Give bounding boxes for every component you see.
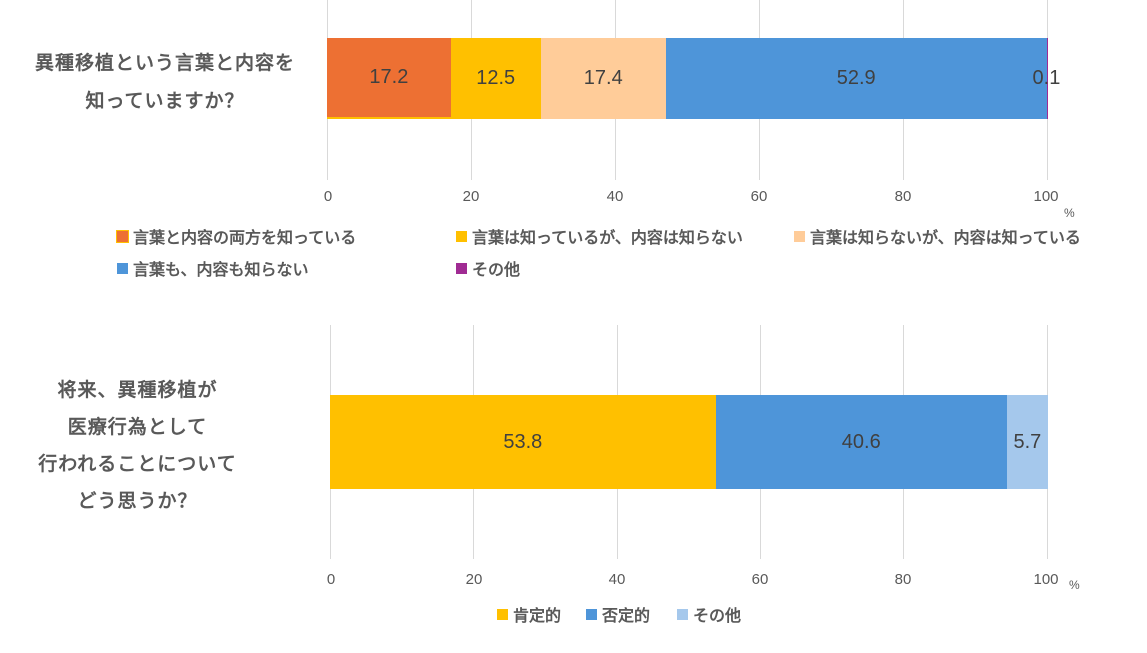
question-label: 将来、異種移植が 医療行為として 行われることについて どう思うか？ [0, 372, 275, 520]
legend-swatch-icon [456, 230, 467, 242]
bar-segment-neither: 52.9 [665, 38, 1047, 119]
x-tick: 60 [750, 188, 768, 205]
legend-swatch-icon [456, 262, 467, 274]
data-label: 17.4 [583, 67, 623, 89]
legend-label: 言葉は知らないが、内容は知っている [810, 228, 1081, 247]
bar-segment-positive: 53.8 [330, 395, 716, 489]
x-tick: 80 [894, 188, 912, 205]
legend-item: 言葉は知っているが、内容は知らない [456, 224, 743, 248]
stacked-bar: 53.8 40.6 5.7 [330, 395, 1048, 489]
x-tick: 20 [465, 571, 483, 588]
x-tick: 0 [323, 188, 333, 205]
bar-segment-other: 0.1 [1033, 38, 1060, 119]
legend-item: 言葉は知らないが、内容は知っている [794, 224, 1081, 248]
legend-item: 肯定的 [497, 602, 561, 626]
data-label: 12.5 [476, 67, 516, 89]
x-axis-unit: % [1069, 578, 1080, 592]
plot-area: 53.8 40.6 5.7 [330, 325, 1048, 559]
legend-label: 否定的 [602, 606, 651, 625]
question-line: 知っていますか？ [85, 90, 245, 112]
legend-item: その他 [456, 256, 520, 280]
question-line: 異種移植という言葉と内容を [34, 52, 295, 74]
legend-swatch-icon [116, 229, 129, 243]
legend-swatch-icon [794, 230, 805, 242]
x-tick: 0 [326, 571, 336, 588]
question-line: 行われることについて [38, 453, 237, 475]
legend-swatch-icon [117, 262, 128, 274]
data-label: 53.8 [503, 430, 543, 453]
x-tick: 20 [462, 188, 480, 205]
legend-label: 言葉も、内容も知らない [133, 260, 309, 279]
data-label: 52.9 [836, 67, 876, 89]
question-line: 医療行為として [67, 416, 208, 438]
question-line: 将来、異種移植が [57, 379, 218, 401]
data-label: 17.2 [369, 66, 409, 88]
bar-segment-other: 5.7 [1006, 395, 1048, 489]
legend-item: 否定的 [586, 602, 650, 626]
legend-label: 言葉と内容の両方を知っている [133, 228, 357, 247]
chart-awareness: 異種移植という言葉と内容を 知っていますか？ 17.2 12.5 17.4 52… [0, 0, 1147, 300]
x-tick: 40 [606, 188, 624, 205]
data-label: 40.6 [841, 430, 881, 453]
question-line: どう思うか？ [77, 490, 198, 512]
data-label: 5.7 [1013, 430, 1042, 453]
legend-label: その他 [693, 606, 742, 625]
bar-segment-both-known: 17.2 [327, 38, 451, 119]
x-tick: 100 [1033, 188, 1059, 205]
data-label: 0.1 [1032, 67, 1061, 89]
plot-area: 17.2 12.5 17.4 52.9 0.1 [327, 0, 1060, 180]
x-tick: 80 [894, 571, 912, 588]
legend-item: 言葉と内容の両方を知っている [116, 224, 357, 248]
legend-item: その他 [677, 602, 741, 626]
legend-label: 肯定的 [513, 606, 562, 625]
question-label: 異種移植という言葉と内容を 知っていますか？ [0, 44, 330, 120]
bar-segment-content-only: 17.4 [540, 38, 666, 119]
stacked-bar: 17.2 12.5 17.4 52.9 0.1 [327, 38, 1060, 119]
legend-swatch-icon [677, 608, 688, 620]
legend-swatch-icon [497, 608, 508, 620]
x-tick: 100 [1033, 571, 1059, 588]
legend-label: 言葉は知っているが、内容は知らない [472, 228, 743, 247]
bar-segment-negative: 40.6 [715, 395, 1007, 489]
x-tick: 40 [608, 571, 626, 588]
x-axis-unit: % [1064, 206, 1075, 220]
legend-swatch-icon [586, 608, 597, 620]
legend-label: その他 [472, 260, 521, 279]
x-tick: 60 [751, 571, 769, 588]
legend-item: 言葉も、内容も知らない [117, 256, 309, 280]
bar-segment-word-only: 12.5 [450, 38, 541, 119]
